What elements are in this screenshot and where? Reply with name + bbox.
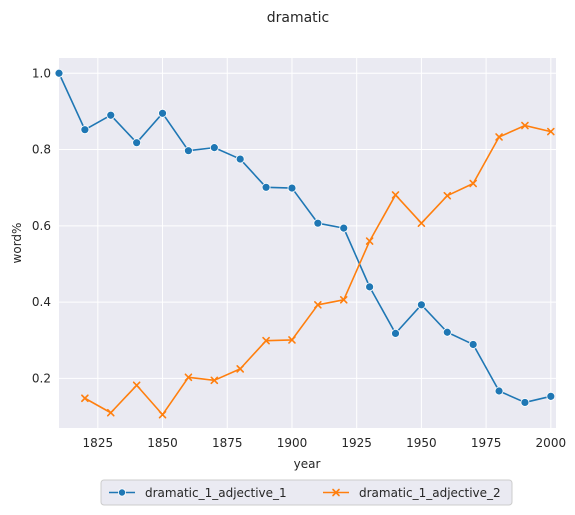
data-point-series-2 <box>106 408 115 417</box>
data-point-series-2 <box>210 376 219 385</box>
y-tick-label: 0.2 <box>32 371 51 385</box>
data-point-series-1 <box>261 182 271 192</box>
y-ticks: 0.2 0.4 0.6 0.8 1.0 <box>32 66 51 385</box>
y-tick-label: 0.8 <box>32 143 51 157</box>
data-point-series-2 <box>81 394 89 403</box>
data-point-series-1 <box>132 138 142 148</box>
legend-marker-series-1 <box>118 488 127 497</box>
x-tick-label: 1975 <box>471 436 502 450</box>
x-ticks: 1825 1850 1875 1900 1925 1950 1975 2000 <box>83 436 567 450</box>
data-point-series-2 <box>547 127 555 136</box>
data-point-series-2 <box>521 121 529 130</box>
data-point-series-1 <box>416 300 426 310</box>
data-point-series-2 <box>417 219 426 227</box>
data-point-series-2 <box>288 336 296 344</box>
grid <box>59 58 556 428</box>
data-point-series-2 <box>339 296 348 304</box>
x-tick-label: 1850 <box>147 436 178 450</box>
data-point-series-1 <box>546 391 556 401</box>
x-tick-label: 1825 <box>83 436 114 450</box>
x-tick-label: 1875 <box>212 436 243 450</box>
data-point-series-1 <box>235 154 245 164</box>
data-point-series-1 <box>209 143 219 153</box>
legend-marker-x <box>332 488 340 497</box>
x-axis-label: year <box>294 457 321 471</box>
data-point-series-2 <box>314 300 322 309</box>
plot-area <box>59 58 556 428</box>
x-tick-label: 2000 <box>536 436 567 450</box>
data-point-series-1 <box>442 327 452 337</box>
data-point-series-1 <box>106 110 116 120</box>
chart-title: dramatic <box>267 10 330 26</box>
legend-box <box>100 479 513 506</box>
legend-label-series-1: dramatic_1_adjective_1 <box>145 486 287 500</box>
data-point-series-2 <box>469 179 477 188</box>
data-point-series-2 <box>132 381 141 390</box>
data-point-series-2 <box>443 191 452 200</box>
data-point-series-1 <box>520 398 530 407</box>
legend: dramatic_1_adjective_1 dramatic_1_adject… <box>100 479 513 506</box>
data-point-series-2 <box>365 237 374 245</box>
x-tick-label: 1900 <box>277 436 308 450</box>
markers <box>54 68 556 419</box>
data-point-series-1 <box>54 68 64 78</box>
data-point-series-1 <box>184 146 193 156</box>
data-point-series-1 <box>313 218 323 228</box>
data-point-series-1 <box>365 282 375 292</box>
data-point-series-2 <box>184 373 193 382</box>
data-point-series-2 <box>158 410 167 419</box>
data-point-series-1 <box>80 125 90 135</box>
x-tick-label: 1950 <box>406 436 437 450</box>
data-point-series-1 <box>287 183 297 193</box>
y-tick-label: 1.0 <box>32 66 51 80</box>
data-point-series-1 <box>158 108 167 118</box>
y-tick-label: 0.4 <box>32 295 51 309</box>
y-axis-label: word% <box>10 223 24 264</box>
data-point-series-1 <box>391 329 400 338</box>
series-line-1 <box>58 72 552 404</box>
data-point-series-1 <box>468 340 478 349</box>
legend-label-series-2: dramatic_1_adjective_2 <box>359 486 501 500</box>
data-point-series-2 <box>236 365 244 373</box>
data-point-series-2 <box>391 191 400 199</box>
data-point-series-2 <box>495 133 503 141</box>
y-tick-label: 0.6 <box>32 219 51 233</box>
legend-marker-series-2 <box>332 488 340 497</box>
x-tick-label: 1925 <box>341 436 372 450</box>
data-point-series-2 <box>262 336 270 345</box>
data-point-series-1 <box>494 386 504 396</box>
data-point-series-1 <box>339 223 349 233</box>
